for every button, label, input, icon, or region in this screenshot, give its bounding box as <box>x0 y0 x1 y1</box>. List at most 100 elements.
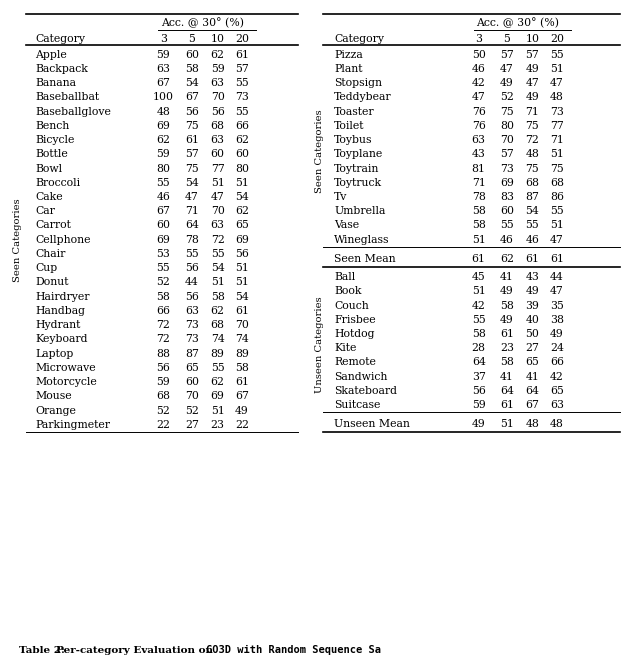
Text: Apple: Apple <box>35 49 67 59</box>
Text: 48: 48 <box>156 107 170 117</box>
Text: 60: 60 <box>185 377 199 387</box>
Text: 62: 62 <box>156 135 170 145</box>
Text: Tv: Tv <box>334 192 348 202</box>
Text: 49: 49 <box>525 286 540 296</box>
Text: 24: 24 <box>550 344 564 354</box>
Text: 55: 55 <box>211 249 225 259</box>
Text: 75: 75 <box>550 163 564 173</box>
Text: 68: 68 <box>211 121 225 131</box>
Text: 49: 49 <box>550 329 564 339</box>
Text: 87: 87 <box>185 349 199 359</box>
Text: Handbag: Handbag <box>35 306 85 316</box>
Text: 67: 67 <box>185 92 199 102</box>
Text: 67: 67 <box>235 392 249 402</box>
Text: 55: 55 <box>235 78 249 88</box>
Text: 44: 44 <box>550 272 564 282</box>
Text: 75: 75 <box>525 121 540 131</box>
Text: 57: 57 <box>525 49 540 59</box>
Text: 47: 47 <box>500 64 514 74</box>
Text: 51: 51 <box>550 64 564 74</box>
Text: 42: 42 <box>550 372 564 382</box>
Text: 71: 71 <box>525 107 540 117</box>
Text: Table 2:: Table 2: <box>19 646 68 655</box>
Text: Unseen Mean: Unseen Mean <box>334 419 410 429</box>
Text: Chair: Chair <box>35 249 65 259</box>
Text: Seen Categories: Seen Categories <box>316 109 324 193</box>
Text: 61: 61 <box>500 329 514 339</box>
Text: 59: 59 <box>472 400 486 410</box>
Text: Keyboard: Keyboard <box>35 334 88 344</box>
Text: 89: 89 <box>235 349 249 359</box>
Text: 49: 49 <box>525 64 540 74</box>
Text: 10: 10 <box>211 33 225 43</box>
Text: 69: 69 <box>156 121 170 131</box>
Text: 3: 3 <box>476 33 482 43</box>
Text: 40: 40 <box>525 315 540 325</box>
Text: 56: 56 <box>185 291 199 301</box>
Text: Hotdog: Hotdog <box>334 329 374 339</box>
Text: 67: 67 <box>156 78 170 88</box>
Text: 77: 77 <box>211 163 225 173</box>
Text: 72: 72 <box>156 334 170 344</box>
Text: 47: 47 <box>185 192 199 202</box>
Text: 76: 76 <box>472 121 486 131</box>
Text: Seen Mean: Seen Mean <box>334 253 396 263</box>
Text: 59: 59 <box>156 49 170 59</box>
Text: 74: 74 <box>211 334 225 344</box>
Text: 70: 70 <box>235 320 249 330</box>
Text: 89: 89 <box>211 349 225 359</box>
Text: 41: 41 <box>500 372 514 382</box>
Text: 62: 62 <box>500 253 514 263</box>
Text: 51: 51 <box>472 286 486 296</box>
Text: 49: 49 <box>500 286 514 296</box>
Text: 43: 43 <box>472 149 486 159</box>
Text: 75: 75 <box>500 107 514 117</box>
Text: Toytrain: Toytrain <box>334 163 380 173</box>
Text: 73: 73 <box>500 163 514 173</box>
Text: 55: 55 <box>472 315 486 325</box>
Text: 27: 27 <box>185 420 199 430</box>
Text: 64: 64 <box>185 221 199 231</box>
Text: 55: 55 <box>550 49 564 59</box>
Text: Car: Car <box>35 206 55 216</box>
Text: 74: 74 <box>235 334 249 344</box>
Text: 59: 59 <box>156 377 170 387</box>
Text: 51: 51 <box>235 263 249 273</box>
Text: 49: 49 <box>472 419 486 429</box>
Text: 61: 61 <box>525 253 540 263</box>
Text: Acc. @ 30° (%): Acc. @ 30° (%) <box>161 18 244 29</box>
Text: 60: 60 <box>211 149 225 159</box>
Text: 22: 22 <box>235 420 249 430</box>
Text: 65: 65 <box>525 358 540 368</box>
Text: Per-category Evaluation on: Per-category Evaluation on <box>56 646 216 655</box>
Text: 58: 58 <box>235 363 249 373</box>
Text: 5: 5 <box>189 33 195 43</box>
Text: Stopsign: Stopsign <box>334 78 382 88</box>
Text: 55: 55 <box>550 206 564 216</box>
Text: 86: 86 <box>550 192 564 202</box>
Text: 75: 75 <box>185 163 199 173</box>
Text: 66: 66 <box>156 306 170 316</box>
Text: 20: 20 <box>235 33 249 43</box>
Text: 49: 49 <box>525 92 540 102</box>
Text: 47: 47 <box>550 286 564 296</box>
Text: Bicycle: Bicycle <box>35 135 75 145</box>
Text: 67: 67 <box>156 206 170 216</box>
Text: Toybus: Toybus <box>334 135 372 145</box>
Text: Wineglass: Wineglass <box>334 235 390 245</box>
Text: 73: 73 <box>185 320 199 330</box>
Text: 60: 60 <box>500 206 514 216</box>
Text: 63: 63 <box>550 400 564 410</box>
Text: Skateboard: Skateboard <box>334 386 397 396</box>
Text: 58: 58 <box>472 221 486 231</box>
Text: 28: 28 <box>472 344 486 354</box>
Text: 62: 62 <box>235 135 249 145</box>
Text: 49: 49 <box>500 315 514 325</box>
Text: 55: 55 <box>211 363 225 373</box>
Text: 41: 41 <box>525 372 540 382</box>
Text: 52: 52 <box>500 92 514 102</box>
Text: 61: 61 <box>235 306 249 316</box>
Text: Umbrella: Umbrella <box>334 206 385 216</box>
Text: 78: 78 <box>185 235 199 245</box>
Text: Bowl: Bowl <box>35 163 62 173</box>
